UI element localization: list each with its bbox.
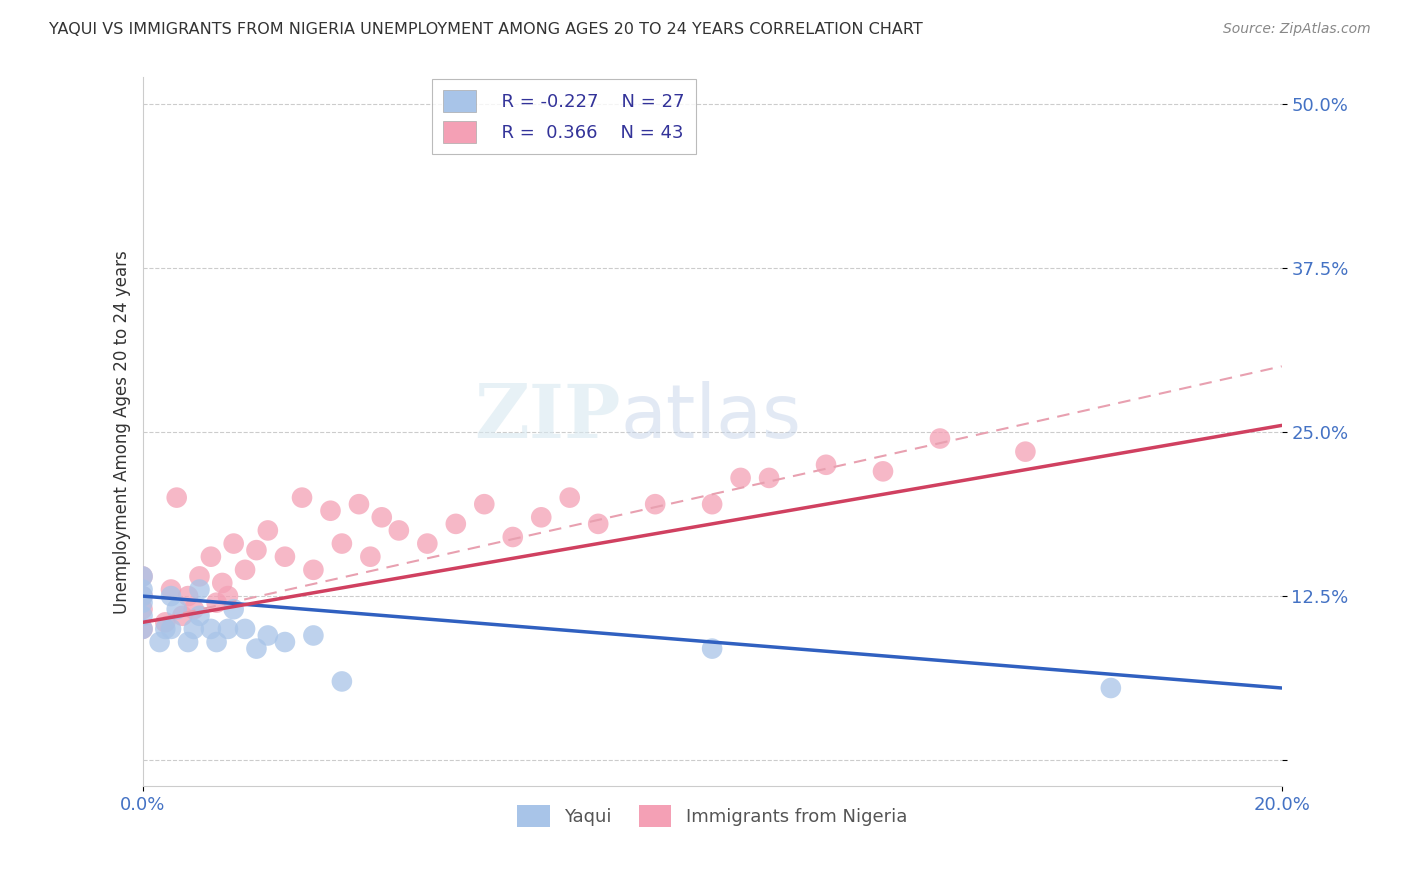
Point [233,622,256,636]
Text: YAQUI VS IMMIGRANTS FROM NIGERIA UNEMPLOYMENT AMONG AGES 20 TO 24 YEARS CORRELAT: YAQUI VS IMMIGRANTS FROM NIGERIA UNEMPLO… [49,22,922,37]
Point [302,563,325,577]
Point [205,635,228,649]
Y-axis label: Unemployment Among Ages 20 to 24 years: Unemployment Among Ages 20 to 24 years [114,250,131,614]
Point [330,536,353,550]
Point [256,628,278,642]
Point [222,536,245,550]
Point [302,628,325,642]
Point [131,608,153,623]
Point [131,589,153,603]
Point [700,641,723,656]
Point [131,569,153,583]
Point [183,622,205,636]
Point [131,589,153,603]
Point [166,491,188,505]
Point [1099,681,1122,695]
Point [256,524,278,538]
Point [359,549,381,564]
Point [530,510,553,524]
Point [416,536,439,550]
Point [929,432,952,446]
Point [155,622,177,636]
Point [217,589,239,603]
Point [558,491,581,505]
Point [222,602,245,616]
Point [274,549,297,564]
Point [245,641,267,656]
Text: atlas: atlas [621,381,801,454]
Point [291,491,314,505]
Point [131,622,153,636]
Point [217,622,239,636]
Point [188,608,211,623]
Point [274,635,297,649]
Point [200,549,222,564]
Point [330,674,353,689]
Point [872,464,894,478]
Point [188,569,211,583]
Point [388,524,411,538]
Point [183,602,205,616]
Point [172,608,194,623]
Point [444,516,467,531]
Point [700,497,723,511]
Point [730,471,752,485]
Point [200,622,222,636]
Point [131,582,153,597]
Point [160,582,183,597]
Point [233,563,256,577]
Point [815,458,838,472]
Point [245,543,267,558]
Text: ZIP: ZIP [475,381,621,454]
Point [371,510,394,524]
Point [319,504,342,518]
Point [155,615,177,630]
Point [502,530,524,544]
Point [211,576,233,591]
Point [160,622,183,636]
Point [149,635,172,649]
Legend: Yaqui, Immigrants from Nigeria: Yaqui, Immigrants from Nigeria [510,797,914,834]
Point [205,596,228,610]
Point [177,589,200,603]
Point [131,596,153,610]
Point [160,589,183,603]
Point [758,471,780,485]
Point [644,497,666,511]
Point [1014,444,1036,458]
Point [177,635,200,649]
Point [472,497,495,511]
Point [586,516,609,531]
Point [131,622,153,636]
Point [166,602,188,616]
Text: Source: ZipAtlas.com: Source: ZipAtlas.com [1223,22,1371,37]
Point [188,582,211,597]
Point [131,602,153,616]
Point [131,569,153,583]
Point [347,497,370,511]
